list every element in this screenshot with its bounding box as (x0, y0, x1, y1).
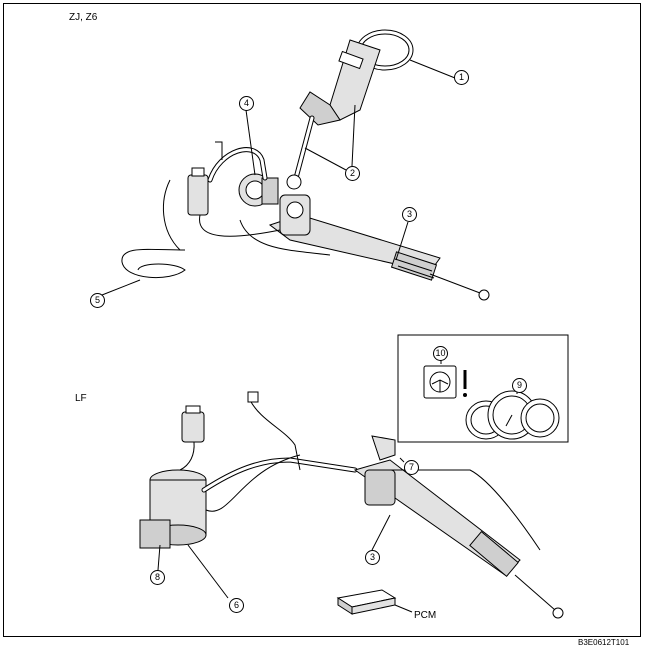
callout-4: 4 (239, 96, 254, 111)
reservoir-tank (187, 174, 209, 216)
variant-label-lower: LF (75, 393, 87, 404)
callout-1: 1 (454, 70, 469, 85)
callout-6: 6 (229, 598, 244, 613)
lower-steering-assembly (139, 391, 564, 619)
pcm-module (336, 589, 397, 615)
inset-panel (397, 334, 569, 443)
callout-10: 10 (433, 346, 448, 361)
callout-3-upper: 3 (402, 207, 417, 222)
callout-9: 9 (512, 378, 527, 393)
callout-8: 8 (150, 570, 165, 585)
instrument-cluster (465, 390, 560, 440)
callout-3-lower: 3 (365, 550, 380, 565)
callout-2: 2 (345, 166, 360, 181)
pcm-label: PCM (414, 610, 437, 621)
steering-column (329, 39, 381, 121)
reservoir-tank-lower (181, 411, 205, 443)
diagram-frame (3, 3, 641, 637)
variant-label-upper: ZJ, Z6 (69, 12, 98, 23)
upper-steering-assembly (101, 29, 490, 301)
figure-code: B3E0612T101 (578, 638, 630, 647)
hose-lower (201, 457, 358, 493)
oil-cooler-pipe (121, 248, 186, 279)
callout-7: 7 (404, 460, 419, 475)
callout-5: 5 (90, 293, 105, 308)
